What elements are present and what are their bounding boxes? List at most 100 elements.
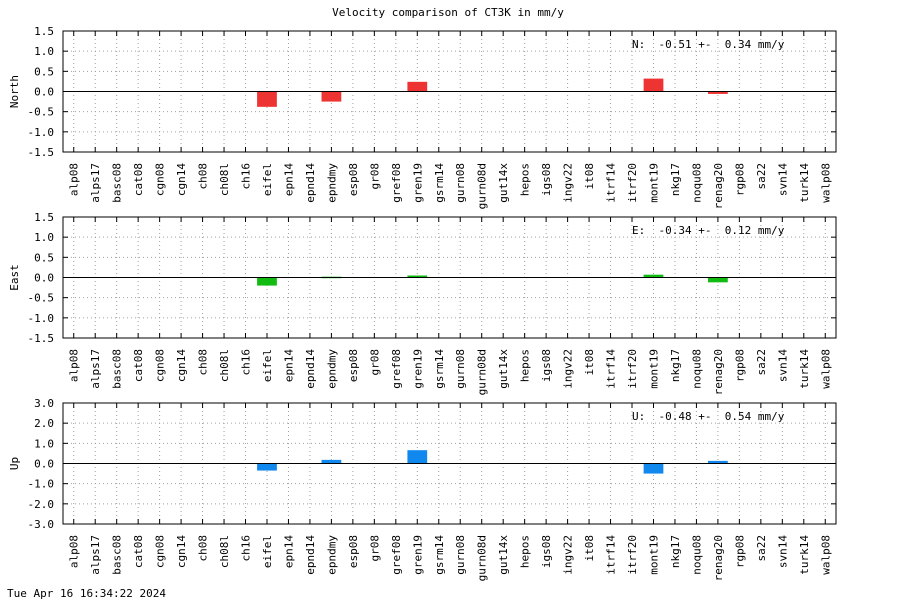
north-ytick-label: -0.5 — [28, 106, 55, 119]
up-category-label: eifel — [261, 535, 274, 568]
north-category-label: it08 — [583, 163, 596, 190]
east-category-label: cat08 — [132, 349, 145, 382]
north-category-label: walp08 — [819, 163, 832, 203]
up-ytick-label: 2.0 — [34, 417, 54, 430]
up-category-label: nkg17 — [669, 535, 682, 568]
north-category-label: gren19 — [411, 163, 424, 203]
north-ytick-label: 1.0 — [34, 45, 54, 58]
east-bar-eifel — [257, 277, 277, 286]
up-category-label: svn14 — [776, 535, 789, 568]
up-category-label: renag20 — [712, 535, 725, 581]
east-category-label: ch08l — [218, 349, 231, 382]
east-category-label: walp08 — [819, 349, 832, 389]
east-plot-frame — [62, 216, 837, 339]
up-category-label: gr08 — [368, 535, 381, 562]
panel-up: 3.0 2.0 1.0 0.0 -1.0 -2.0 -3.0 Up U: -0.48 +- 0.… — [8, 397, 837, 581]
up-bar-gren19 — [407, 450, 428, 464]
east-category-label: alp08 — [68, 349, 81, 382]
up-category-label: cat08 — [132, 535, 145, 568]
up-category-label: itrf14 — [605, 535, 618, 575]
north-category-label: epnd14 — [304, 163, 317, 203]
east-ytick-label: 0.5 — [34, 251, 54, 264]
east-category-label: esp08 — [347, 349, 360, 382]
north-category-label: noqu08 — [690, 163, 703, 203]
up-bar-eifel — [257, 463, 277, 471]
east-category-label: gref08 — [390, 349, 403, 389]
north-category-label: ingv22 — [562, 163, 575, 203]
east-category-label: alps17 — [89, 349, 102, 389]
up-bar-epndmy — [321, 459, 342, 464]
east-ytick-label: -1.0 — [28, 312, 55, 325]
up-ytick-label: 3.0 — [34, 397, 54, 410]
east-category-label: nkg17 — [669, 349, 682, 382]
east-category-label: gurn08 — [454, 349, 467, 389]
north-category-label: hepos — [519, 163, 532, 196]
up-ytick-label: -3.0 — [28, 518, 55, 531]
north-category-label: gurn08 — [454, 163, 467, 203]
north-category-label: gref08 — [390, 163, 403, 203]
east-category-label: gr08 — [368, 349, 381, 376]
up-category-label: rgp08 — [733, 535, 746, 568]
east-category-label: turk14 — [798, 349, 811, 389]
north-annotation: N: -0.51 +- 0.34 mm/y — [632, 38, 785, 51]
east-category-label: mont19 — [647, 349, 660, 389]
north-ytick-label: -1.5 — [28, 146, 55, 159]
east-category-label: hepos — [519, 349, 532, 382]
up-category-label: hepos — [519, 535, 532, 568]
up-category-label: alps17 — [89, 535, 102, 575]
north-bar-mont19 — [643, 78, 664, 92]
up-ytick-label: 1.0 — [34, 437, 54, 450]
north-ylabel: North — [8, 75, 21, 108]
north-category-label: cgn08 — [154, 163, 167, 196]
up-category-label: igs08 — [540, 535, 553, 568]
north-category-label: mont19 — [647, 163, 660, 203]
east-bar-mont19 — [643, 274, 664, 278]
north-category-label: gut14x — [497, 163, 510, 203]
east-category-label: gurn08d — [476, 349, 489, 395]
up-category-label: cgn08 — [154, 535, 167, 568]
up-category-label: it08 — [583, 535, 596, 562]
up-ytick-label: -1.0 — [28, 478, 55, 491]
up-category-label: gurn08 — [454, 535, 467, 575]
up-bar-renag20 — [708, 460, 728, 464]
north-bar-gren19 — [407, 81, 428, 92]
north-category-label: epndmy — [325, 163, 338, 203]
north-category-label: esp08 — [347, 163, 360, 196]
up-category-label: noqu08 — [690, 535, 703, 575]
north-category-label: gr08 — [368, 163, 381, 190]
panel-north: 1.5 1.0 0.5 0.0 -0.5 -1.0 -1.5 North N: -0.51 +-… — [8, 25, 837, 209]
up-category-label: basc08 — [111, 535, 124, 575]
up-ytick-label: -2.0 — [28, 498, 55, 511]
east-category-label: renag20 — [712, 349, 725, 395]
east-ytick-label: -0.5 — [28, 292, 55, 305]
north-category-label: cgn14 — [175, 163, 188, 196]
north-ytick-label: 0.0 — [34, 86, 54, 99]
east-category-label: itrf14 — [605, 349, 618, 389]
north-category-label: igs08 — [540, 163, 553, 196]
up-category-label: gurn08d — [476, 535, 489, 581]
east-category-label: ch16 — [240, 349, 253, 376]
up-bar-mont19 — [643, 463, 664, 474]
east-ylabel: East — [8, 264, 21, 291]
east-category-label: igs08 — [540, 349, 553, 382]
up-category-label: turk14 — [798, 535, 811, 575]
up-ylabel: Up — [8, 457, 21, 470]
east-bar-gren19 — [407, 275, 428, 278]
east-category-label: svn14 — [776, 349, 789, 382]
up-category-label: gut14x — [497, 535, 510, 575]
east-category-label: eifel — [261, 349, 274, 382]
north-category-label: alp08 — [68, 163, 81, 196]
north-category-label: cat08 — [132, 163, 145, 196]
east-ytick-label: -1.5 — [28, 332, 55, 345]
east-ytick-label: 1.5 — [34, 211, 54, 224]
up-category-label: epn14 — [282, 535, 295, 568]
north-category-label: turk14 — [798, 163, 811, 203]
east-category-label: epnd14 — [304, 349, 317, 389]
up-category-label: ch16 — [240, 535, 253, 562]
north-category-label: ch08 — [197, 163, 210, 190]
up-category-label: epnd14 — [304, 535, 317, 575]
north-category-label: renag20 — [712, 163, 725, 209]
east-category-label: cgn14 — [175, 349, 188, 382]
east-category-label: basc08 — [111, 349, 124, 389]
